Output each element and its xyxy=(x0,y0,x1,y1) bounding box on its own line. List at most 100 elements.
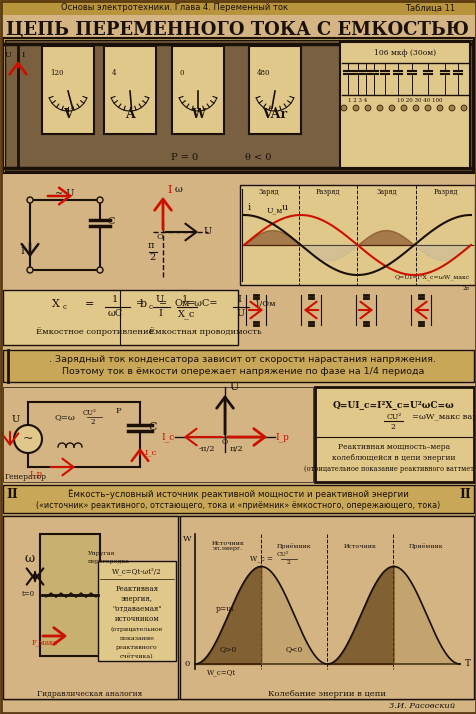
Text: CU²: CU² xyxy=(83,409,97,417)
Bar xyxy=(98,561,176,661)
Text: 2: 2 xyxy=(90,418,95,426)
Bar xyxy=(40,534,100,656)
Text: Q=UI_c=I²X_c=U²ωC=ω: Q=UI_c=I²X_c=U²ωC=ω xyxy=(332,401,454,410)
Text: Заряд: Заряд xyxy=(376,188,397,196)
Bar xyxy=(42,46,94,134)
Text: b: b xyxy=(139,299,147,309)
Circle shape xyxy=(424,105,430,111)
Text: P = 0: P = 0 xyxy=(171,154,198,163)
Circle shape xyxy=(340,105,346,111)
Text: θ < 0: θ < 0 xyxy=(244,154,271,163)
Circle shape xyxy=(352,105,358,111)
Text: i: i xyxy=(248,203,250,211)
Text: счётчика): счётчика) xyxy=(120,653,153,659)
Text: F_макс: F_макс xyxy=(32,638,58,646)
Text: Q=ω: Q=ω xyxy=(55,413,75,421)
Text: 480: 480 xyxy=(257,69,270,77)
Bar xyxy=(3,350,473,382)
Text: p=ui: p=ui xyxy=(215,605,234,613)
Text: CU²: CU² xyxy=(386,413,401,421)
Text: W_c=Qt-ωt²/2: W_c=Qt-ωt²/2 xyxy=(112,567,161,575)
Bar xyxy=(248,46,300,134)
Text: 120: 120 xyxy=(50,69,63,77)
Text: T: T xyxy=(464,660,470,668)
Text: c: c xyxy=(63,303,67,311)
Bar xyxy=(172,46,224,134)
Circle shape xyxy=(364,105,370,111)
Text: Ёмкостная проводимость: Ёмкостная проводимость xyxy=(149,328,261,336)
Text: =: = xyxy=(136,299,144,308)
Circle shape xyxy=(376,105,382,111)
Text: Приёмник: Приёмник xyxy=(276,543,311,549)
Text: =: = xyxy=(159,299,167,308)
Bar xyxy=(3,387,312,482)
Circle shape xyxy=(436,105,442,111)
Text: W_c =: W_c = xyxy=(249,555,272,563)
Bar xyxy=(314,387,473,482)
Text: источником: источником xyxy=(114,615,159,623)
Text: I: I xyxy=(158,309,162,318)
Bar xyxy=(5,40,471,171)
Text: 2π: 2π xyxy=(462,286,469,291)
Text: V: V xyxy=(63,109,73,121)
Text: =ωW_макс вар: =ωW_макс вар xyxy=(411,413,476,421)
Text: Источник
эл.энерг.: Источник эл.энерг. xyxy=(211,540,244,551)
Text: 1 2 3 4: 1 2 3 4 xyxy=(347,98,367,103)
Text: CU²: CU² xyxy=(276,552,288,557)
Text: -π/2: -π/2 xyxy=(198,445,215,453)
Text: Источник: Источник xyxy=(343,543,376,548)
Text: X_c: X_c xyxy=(178,309,195,319)
Text: ЦЕПЬ ПЕРЕМЕННОГО ТОКА С ЕМКОСТЬЮ: ЦЕПЬ ПЕРЕМЕННОГО ТОКА С ЕМКОСТЬЮ xyxy=(7,21,468,39)
Bar xyxy=(104,46,156,134)
Text: =ωC=: =ωC= xyxy=(187,299,218,308)
Text: 1: 1 xyxy=(112,294,118,303)
Text: Таблица 11: Таблица 11 xyxy=(404,4,454,13)
Bar xyxy=(3,290,238,345)
Text: VAr: VAr xyxy=(262,109,287,121)
Text: ωC: ωC xyxy=(107,309,122,318)
Bar xyxy=(3,180,473,315)
Text: З.И. Расовский: З.И. Расовский xyxy=(388,702,454,710)
Bar xyxy=(3,38,473,173)
Bar xyxy=(179,516,473,699)
Text: U: U xyxy=(203,228,212,236)
Text: реактивного: реактивного xyxy=(116,645,158,650)
Text: 1: 1 xyxy=(181,294,188,303)
Text: 4: 4 xyxy=(112,69,116,77)
Text: U: U xyxy=(237,309,245,318)
Text: Q=UI=I²X_c=ωW_макс: Q=UI=I²X_c=ωW_макс xyxy=(394,273,469,281)
Text: 1/Ом: 1/Ом xyxy=(255,300,276,308)
Circle shape xyxy=(14,425,42,453)
Circle shape xyxy=(412,105,418,111)
Text: Реактивная мощность–мера: Реактивная мощность–мера xyxy=(337,443,449,451)
Text: W: W xyxy=(190,109,205,121)
Text: W_c=Qt: W_c=Qt xyxy=(207,668,236,676)
Text: I: I xyxy=(22,51,25,59)
Text: U: U xyxy=(229,382,239,392)
Text: (отрицательное: (отрицательное xyxy=(110,626,163,632)
Text: (отрицательное показание реактивного ваттметра): (отрицательное показание реактивного ват… xyxy=(303,465,476,473)
Text: ~: ~ xyxy=(23,433,33,446)
Text: Разряд: Разряд xyxy=(315,188,340,196)
Text: U: U xyxy=(5,51,12,59)
Text: O: O xyxy=(221,438,228,446)
Text: Q<0: Q<0 xyxy=(285,645,302,653)
Bar xyxy=(339,42,469,168)
Text: колеблющейся в цепи энергии: колеблющейся в цепи энергии xyxy=(332,454,455,462)
Text: 2: 2 xyxy=(390,423,395,431)
Text: I_р: I_р xyxy=(30,470,42,478)
Bar xyxy=(3,516,473,699)
Text: X: X xyxy=(52,299,60,309)
Text: Колебание энергии в цепи: Колебание энергии в цепи xyxy=(268,690,385,698)
Text: ω: ω xyxy=(25,553,35,565)
Bar xyxy=(3,516,178,699)
Bar xyxy=(3,485,473,513)
Text: Разряд: Разряд xyxy=(433,188,457,196)
Text: 2: 2 xyxy=(149,253,156,263)
Text: Поэтому ток в ёмкости опережает напряжение по фазе на 1/4 периода: Поэтому ток в ёмкости опережает напряжен… xyxy=(62,368,423,376)
Text: "отдаваемая": "отдаваемая" xyxy=(112,605,161,613)
Text: ~ U: ~ U xyxy=(55,188,75,198)
Text: Реактивная: Реактивная xyxy=(115,585,158,593)
Text: Генератор: Генератор xyxy=(5,473,47,481)
Text: P: P xyxy=(115,407,120,415)
